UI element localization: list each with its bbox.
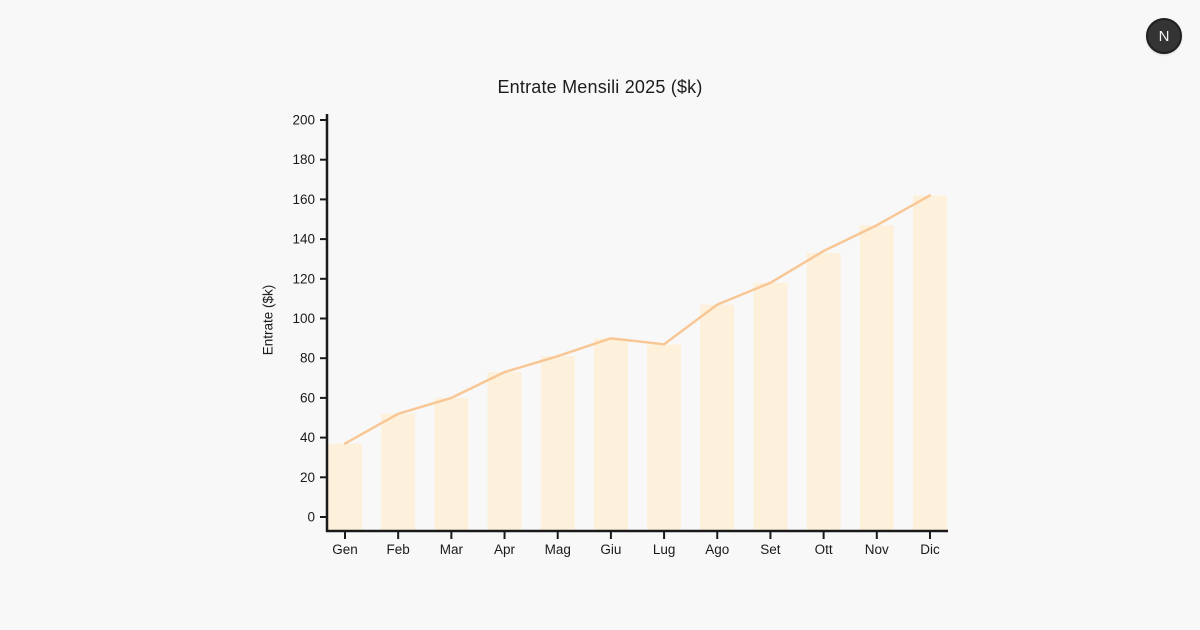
y-tick-label: 100 [292, 311, 315, 326]
x-tick-label-ott: Ott [815, 542, 833, 557]
x-tick-label-mag: Mag [545, 542, 571, 557]
chart-bar-ott [806, 252, 841, 531]
chart-bar-ago [700, 304, 735, 531]
x-tick-label-feb: Feb [387, 542, 410, 557]
y-tick-label: 200 [292, 113, 315, 128]
chart-trend-line [343, 194, 932, 445]
y-tick-label: 60 [300, 390, 315, 405]
y-tick-label: 0 [307, 510, 315, 525]
y-tick-label: 120 [292, 271, 315, 286]
chart-bar-dic [912, 195, 947, 531]
brand-badge-letter: N [1158, 27, 1170, 45]
y-tick-label: 40 [300, 430, 315, 445]
y-tick-label: 20 [300, 470, 315, 485]
y-tick-label: 140 [292, 232, 315, 247]
chart-bar-mag [540, 356, 575, 531]
chart-bar-lug [647, 344, 682, 531]
chart-title: Entrate Mensili 2025 ($k) [497, 77, 703, 97]
x-tick-label-nov: Nov [865, 542, 889, 557]
x-tick-label-giu: Giu [600, 542, 621, 557]
chart-bar-nov [859, 225, 894, 531]
brand-badge[interactable]: N [1146, 18, 1182, 54]
chart-bar-giu [593, 338, 628, 531]
x-tick-label-mar: Mar [440, 542, 464, 557]
chart-bar-feb [381, 413, 416, 531]
chart-bar-apr [487, 372, 522, 531]
x-tick-label-apr: Apr [494, 542, 516, 557]
y-tick-label: 180 [292, 152, 315, 167]
y-tick-label: 80 [300, 351, 315, 366]
x-tick-label-set: Set [760, 542, 781, 557]
chart-bar-gen [328, 443, 362, 531]
x-tick-label-ago: Ago [705, 542, 729, 557]
x-tick-label-lug: Lug [653, 542, 676, 557]
x-tick-label-dic: Dic [920, 542, 940, 557]
y-tick-label: 160 [292, 192, 315, 207]
chart-bar-mar [434, 397, 469, 531]
chart-bar-set [753, 282, 788, 531]
x-tick-label-gen: Gen [332, 542, 358, 557]
